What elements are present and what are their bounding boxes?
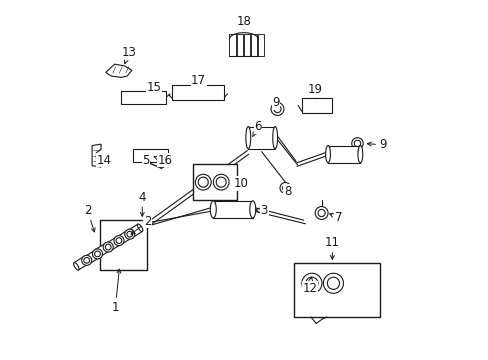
Circle shape [81, 255, 92, 265]
Circle shape [270, 103, 284, 116]
Ellipse shape [210, 201, 216, 218]
Polygon shape [127, 224, 142, 238]
Circle shape [323, 273, 343, 293]
Text: 12: 12 [302, 277, 317, 295]
Circle shape [103, 242, 113, 252]
Circle shape [326, 277, 339, 289]
Circle shape [126, 231, 132, 237]
Circle shape [280, 183, 290, 193]
Ellipse shape [245, 127, 250, 149]
Ellipse shape [137, 224, 142, 231]
Text: 8: 8 [283, 185, 291, 198]
Circle shape [94, 251, 100, 257]
Bar [213, 201, 252, 218]
Circle shape [317, 210, 325, 217]
Bar [301, 98, 331, 113]
Circle shape [273, 105, 281, 113]
Bar [100, 220, 147, 270]
Circle shape [213, 174, 228, 190]
Bar [121, 91, 165, 104]
Bar [250, 34, 257, 56]
Ellipse shape [117, 237, 122, 244]
Polygon shape [95, 243, 110, 257]
Text: 13: 13 [122, 46, 136, 63]
Circle shape [114, 235, 124, 246]
Polygon shape [117, 231, 131, 244]
Circle shape [305, 277, 317, 289]
Text: 3: 3 [255, 204, 267, 217]
Circle shape [165, 162, 170, 167]
Text: 11: 11 [324, 236, 339, 259]
Bar [244, 34, 249, 56]
Text: 7: 7 [329, 211, 342, 224]
Text: 1: 1 [111, 269, 121, 314]
Bar [236, 34, 242, 56]
Bar [293, 263, 379, 317]
Text: 4: 4 [138, 191, 146, 216]
Circle shape [198, 177, 208, 187]
Circle shape [195, 174, 211, 190]
Ellipse shape [105, 243, 110, 251]
Text: 15: 15 [146, 81, 161, 94]
Polygon shape [84, 250, 99, 264]
Bar [171, 85, 224, 100]
Ellipse shape [83, 256, 89, 264]
Text: 2: 2 [131, 215, 151, 234]
Ellipse shape [106, 243, 111, 251]
Ellipse shape [94, 250, 100, 258]
Text: 6: 6 [252, 121, 262, 136]
Circle shape [301, 273, 321, 293]
Ellipse shape [357, 145, 362, 163]
Ellipse shape [325, 145, 330, 163]
Circle shape [139, 155, 144, 161]
Circle shape [282, 185, 287, 191]
Circle shape [105, 244, 111, 250]
Ellipse shape [272, 127, 277, 149]
Circle shape [353, 140, 360, 147]
Text: 2: 2 [83, 204, 95, 232]
Text: 5: 5 [142, 154, 150, 167]
Text: 16: 16 [154, 154, 172, 167]
Text: 18: 18 [236, 15, 251, 29]
Ellipse shape [74, 262, 79, 270]
Circle shape [314, 207, 327, 220]
Text: 9: 9 [366, 138, 386, 151]
Text: 10: 10 [233, 177, 248, 190]
Circle shape [351, 138, 363, 149]
Ellipse shape [126, 230, 132, 238]
Text: 14: 14 [96, 154, 111, 167]
Circle shape [216, 177, 226, 187]
Text: 9: 9 [272, 96, 279, 109]
Circle shape [83, 257, 89, 263]
Ellipse shape [116, 237, 121, 244]
Bar [192, 164, 237, 200]
Text: 17: 17 [191, 74, 205, 87]
Circle shape [92, 249, 102, 259]
Polygon shape [74, 256, 88, 270]
Bar [327, 145, 360, 163]
Text: 19: 19 [307, 83, 323, 97]
Ellipse shape [127, 230, 133, 238]
Ellipse shape [84, 256, 90, 264]
Ellipse shape [95, 249, 101, 257]
Polygon shape [106, 237, 121, 251]
Bar [248, 127, 275, 149]
Circle shape [124, 229, 135, 239]
Circle shape [116, 238, 122, 243]
Bar [258, 34, 264, 56]
Bar [133, 149, 168, 162]
Bar [229, 34, 235, 56]
Ellipse shape [249, 201, 255, 218]
